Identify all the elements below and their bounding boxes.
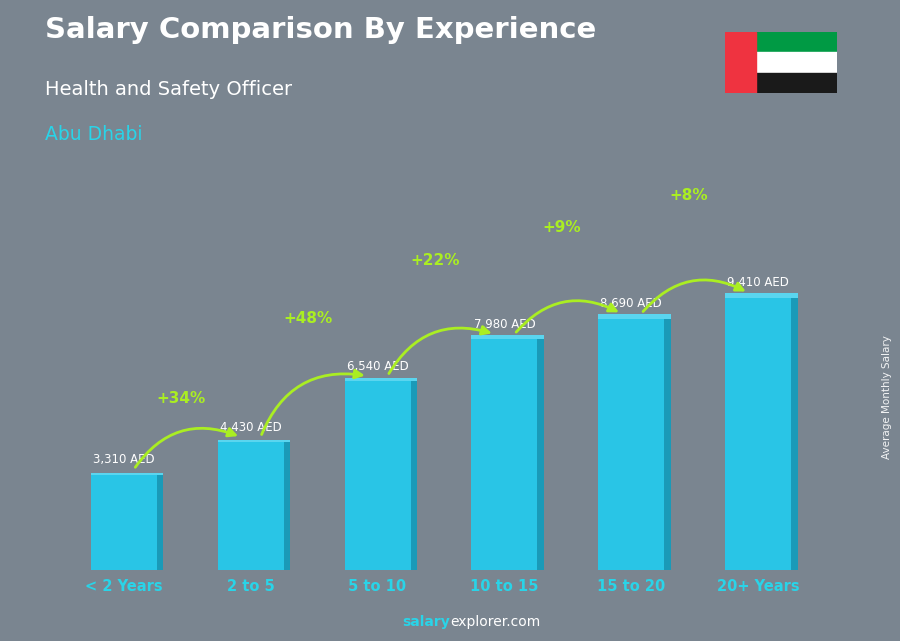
Text: 9,410 AED: 9,410 AED — [727, 276, 789, 290]
Text: Average Monthly Salary: Average Monthly Salary — [881, 335, 892, 460]
Text: 6,540 AED: 6,540 AED — [346, 360, 409, 372]
Text: salary: salary — [402, 615, 450, 629]
Text: +22%: +22% — [410, 253, 459, 268]
Bar — [410, 381, 417, 570]
Text: 7,980 AED: 7,980 AED — [473, 318, 536, 331]
Text: explorer.com: explorer.com — [450, 615, 540, 629]
Text: 8,690 AED: 8,690 AED — [600, 297, 662, 310]
Bar — [756, 72, 837, 93]
Bar — [725, 293, 797, 298]
Bar — [472, 339, 537, 570]
Bar — [472, 335, 544, 339]
Bar — [91, 474, 157, 570]
Bar — [724, 32, 756, 93]
Bar — [598, 314, 670, 319]
Text: +48%: +48% — [284, 312, 332, 326]
Text: Abu Dhabi: Abu Dhabi — [45, 125, 142, 144]
Bar — [218, 440, 291, 442]
Bar — [725, 298, 791, 570]
Text: Salary Comparison By Experience: Salary Comparison By Experience — [45, 16, 596, 44]
Bar — [91, 473, 164, 474]
Bar — [345, 378, 417, 381]
Bar — [664, 319, 670, 570]
Bar — [284, 442, 291, 570]
Bar — [756, 53, 837, 72]
Text: +9%: +9% — [542, 220, 580, 235]
Bar — [598, 319, 664, 570]
Bar — [345, 381, 410, 570]
Bar — [218, 442, 284, 570]
Text: +8%: +8% — [669, 188, 707, 203]
Text: 3,310 AED: 3,310 AED — [93, 453, 155, 466]
Bar — [157, 474, 164, 570]
Bar — [756, 32, 837, 53]
Text: Health and Safety Officer: Health and Safety Officer — [45, 80, 292, 99]
Bar — [537, 339, 544, 570]
Bar — [791, 298, 797, 570]
Text: 4,430 AED: 4,430 AED — [220, 420, 282, 434]
Text: +34%: +34% — [157, 391, 205, 406]
